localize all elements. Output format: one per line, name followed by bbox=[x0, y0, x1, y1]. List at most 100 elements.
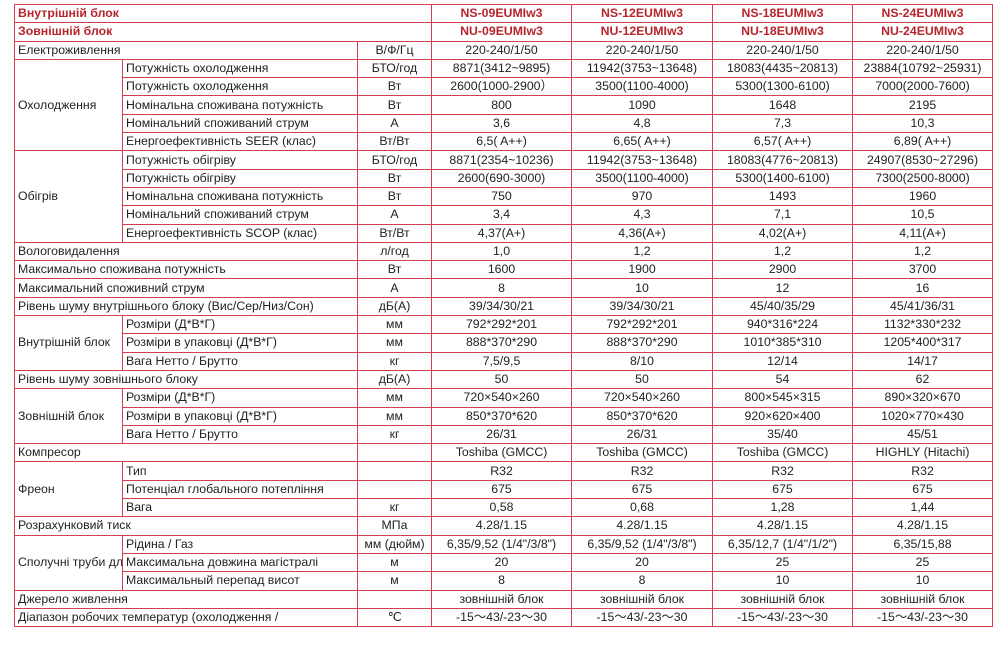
value: 2600(690-3000) bbox=[431, 168, 573, 188]
unit: мм bbox=[356, 315, 433, 335]
unit: кг bbox=[356, 424, 433, 445]
unit: А bbox=[356, 278, 433, 298]
value: 0,58 bbox=[431, 498, 573, 518]
param-label: Енергоефективність SEER (клас) bbox=[122, 132, 358, 152]
group-label: Обігрів bbox=[14, 150, 123, 243]
value: R32 bbox=[852, 461, 994, 481]
value: 25 bbox=[712, 552, 854, 573]
value: 4.28/1.15 bbox=[852, 516, 994, 536]
param-label: Максимально споживана потужність bbox=[14, 260, 358, 280]
unit bbox=[356, 479, 433, 500]
param-label: Рідина / Газ bbox=[122, 534, 358, 554]
group-label: Фреон bbox=[14, 461, 123, 518]
param-label: Номінальна споживана потужність bbox=[122, 186, 358, 207]
unit: Вт bbox=[356, 260, 433, 280]
unit: Вт bbox=[356, 77, 433, 97]
value: 4.28/1.15 bbox=[431, 516, 573, 536]
value: 7,5/9,5 bbox=[431, 351, 573, 371]
spec-row: Номінальний споживаний струм А 3,4 4,3 7,1 10… bbox=[15, 205, 994, 225]
spec-row: Енергоефективність SEER (клас) Вт/Вт 6,5( … bbox=[15, 132, 994, 152]
value: 850*370*620 bbox=[431, 406, 573, 426]
value: 6,35/12,7 (1/4"/1/2") bbox=[712, 534, 854, 554]
value: 54 bbox=[712, 369, 854, 390]
value: 1,2 bbox=[852, 241, 994, 262]
value: 750 bbox=[431, 186, 573, 207]
param-label: Номінальна споживана потужність bbox=[122, 95, 358, 115]
value: 5300(1300-6100) bbox=[712, 77, 854, 97]
param-label: Максимальний споживний струм bbox=[14, 278, 358, 298]
value: 2900 bbox=[712, 260, 854, 280]
value: 220-240/1/50 bbox=[852, 40, 994, 60]
param-label: Діапазон робочих температур (охолодження… bbox=[14, 607, 358, 628]
value: 7,1 bbox=[712, 205, 854, 225]
value: 6,89( A++) bbox=[852, 132, 994, 152]
unit: дБ(А) bbox=[356, 296, 433, 317]
unit bbox=[356, 461, 433, 481]
value: 1,44 bbox=[852, 498, 994, 518]
spec-row: Енергоефективність SCOP (клас) Вт/Вт 4,37(… bbox=[15, 223, 994, 243]
value: 4,36(A+) bbox=[571, 223, 714, 243]
value: 970 bbox=[571, 186, 714, 207]
param-label: Потужність охолодження bbox=[122, 77, 358, 97]
spec-row: Вага Нетто / Брутто кг 7,5/9,5 8/10 12/14 14/… bbox=[15, 351, 994, 371]
model-name: NS-09EUMIw3 bbox=[431, 3, 573, 24]
value: 7300(2500-8000) bbox=[852, 168, 994, 188]
param-label: Вологовидалення bbox=[14, 241, 358, 262]
spec-row: Рівень шуму зовнішнього блоку дБ(А) 50 50 54… bbox=[14, 369, 994, 390]
value: 6,5( A++) bbox=[431, 132, 573, 152]
value: 16 bbox=[852, 278, 994, 298]
unit: Вт/Вт bbox=[356, 132, 433, 152]
unit: л/год bbox=[356, 241, 433, 262]
unit: МПа bbox=[356, 516, 433, 536]
value: 940*316*224 bbox=[712, 315, 854, 335]
value: 1960 bbox=[852, 186, 994, 207]
value: 4,02(A+) bbox=[712, 223, 854, 243]
param-label: Розміри (Д*В*Г) bbox=[122, 388, 358, 408]
value: 45/40/35/29 bbox=[712, 296, 854, 317]
spec-row: Фреон Тип R32 R32 R32 R32 bbox=[14, 461, 994, 518]
value: 3,4 bbox=[431, 205, 573, 225]
value: 1493 bbox=[712, 186, 854, 207]
param-label: Рівень шуму зовнішнього блоку bbox=[14, 369, 358, 390]
spec-row: Внутрішній блок Розміри (Д*В*Г) мм 792*292*… bbox=[14, 315, 994, 371]
unit: БТО/год bbox=[356, 58, 433, 79]
spec-row: Обігрів Потужність обігріву БТО/год 8871(23… bbox=[14, 150, 994, 243]
value: R32 bbox=[571, 461, 714, 481]
value: 1,28 bbox=[712, 498, 854, 518]
value: зовнішній блок bbox=[712, 589, 854, 609]
value: 4.28/1.15 bbox=[712, 516, 854, 536]
model-name: NU-24EUMIw3 bbox=[852, 22, 994, 42]
value: 7,3 bbox=[712, 113, 854, 134]
value: 1,2 bbox=[571, 241, 714, 262]
unit: Вт bbox=[356, 168, 433, 188]
value: 10,3 bbox=[852, 113, 994, 134]
unit: кг bbox=[356, 498, 433, 518]
value: 1,2 bbox=[712, 241, 854, 262]
unit: мм bbox=[356, 388, 433, 408]
group-label: Внутрішній блок bbox=[14, 315, 123, 371]
value: 2195 bbox=[852, 95, 994, 115]
unit: Вт bbox=[356, 186, 433, 207]
value: 6,35/9,52 (1/4"/3/8") bbox=[571, 534, 714, 554]
value: 1648 bbox=[712, 95, 854, 115]
spec-row: Потенціал глобального потепління 675 675 67… bbox=[15, 479, 994, 500]
value: 220-240/1/50 bbox=[431, 40, 573, 60]
value: HIGHLY (Hitachi) bbox=[852, 443, 994, 463]
param-label: Потужність обігріву bbox=[122, 168, 358, 188]
value: 0,68 bbox=[571, 498, 714, 518]
value: 14/17 bbox=[852, 351, 994, 371]
value: 26/31 bbox=[431, 424, 573, 445]
group-label: Сполучні труби для холодоагенту bbox=[14, 534, 123, 591]
value: 45/41/36/31 bbox=[852, 296, 994, 317]
unit: ℃ bbox=[356, 607, 433, 628]
spec-row: Максимальный перепад висот м 8 8 10 10 bbox=[15, 571, 994, 591]
param-label: Джерело живлення bbox=[14, 589, 358, 609]
value: 1010*385*310 bbox=[712, 333, 854, 353]
value: зовнішній блок bbox=[571, 589, 714, 609]
param-label: Потужність обігріву bbox=[122, 150, 358, 170]
value: 3,6 bbox=[431, 113, 573, 134]
param-label: Компресор bbox=[14, 443, 358, 463]
value: 20 bbox=[571, 552, 714, 573]
unit: А bbox=[356, 205, 433, 225]
unit bbox=[356, 589, 433, 609]
